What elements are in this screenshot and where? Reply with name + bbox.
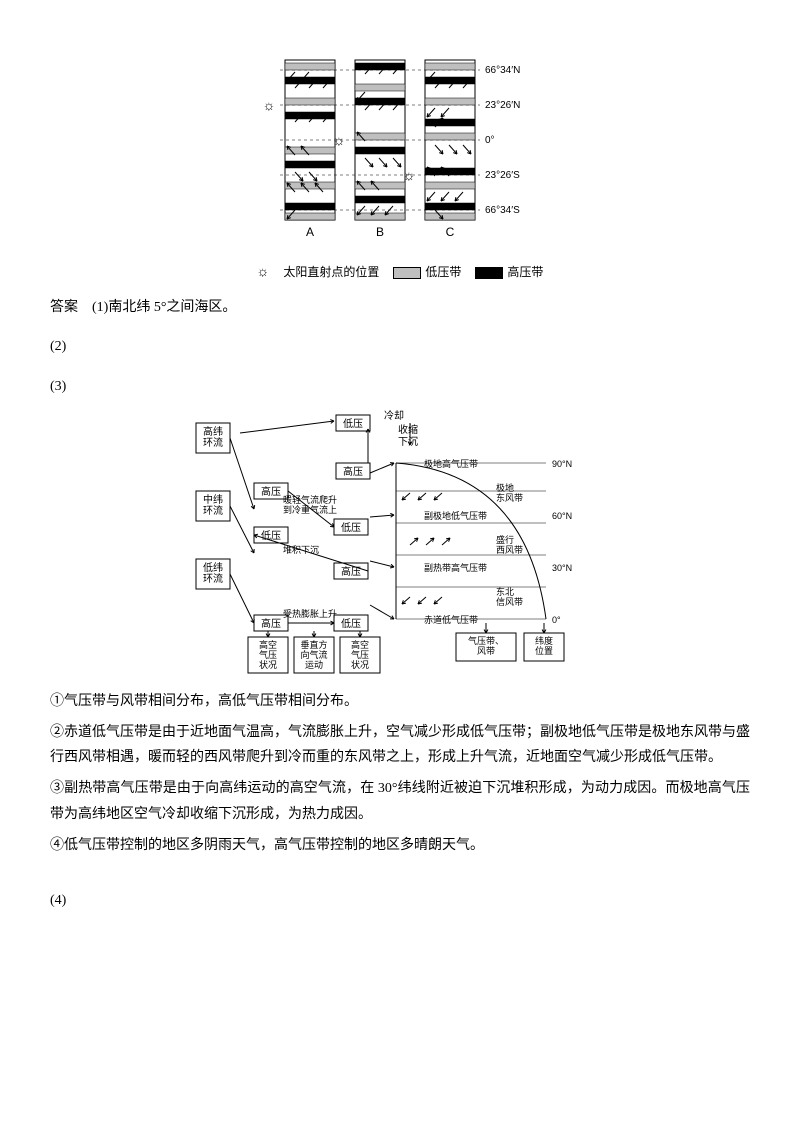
svg-text:极地东风带: 极地东风带	[496, 482, 523, 503]
svg-text:下沉: 下沉	[398, 435, 418, 448]
svg-text:90°N: 90°N	[552, 459, 572, 469]
svg-text:高空气压状况: 高空气压状况	[351, 639, 369, 670]
svg-text:☼: ☼	[333, 132, 346, 148]
svg-text:高压: 高压	[341, 565, 361, 578]
svg-text:60°N: 60°N	[552, 511, 572, 521]
svg-text:收缩: 收缩	[398, 423, 418, 436]
svg-text:☼: ☼	[263, 97, 276, 113]
svg-text:冷却: 冷却	[384, 409, 404, 422]
svg-text:高压: 高压	[261, 485, 281, 498]
svg-text:低纬环流: 低纬环流	[203, 561, 223, 585]
question-2: (2)	[50, 334, 750, 359]
svg-text:A: A	[306, 225, 314, 239]
svg-text:垂直方向气流运动: 垂直方向气流运动	[300, 639, 327, 670]
svg-text:东北信风带: 东北信风带	[496, 586, 523, 607]
svg-text:低压: 低压	[341, 617, 361, 630]
legend-low: 低压带	[393, 262, 461, 284]
para-3: ③副热带高气压带是由于向高纬运动的高空气流，在 30°纬线附近被迫下沉堆积形成，…	[50, 776, 750, 826]
svg-text:☼: ☼	[403, 167, 416, 183]
svg-text:堆积下沉: 堆积下沉	[283, 544, 319, 555]
svg-text:副极地低气压带: 副极地低气压带	[424, 510, 487, 521]
para-1: ①气压带与风带相间分布，高低气压带相间分布。	[50, 689, 750, 714]
svg-text:受热膨胀上升: 受热膨胀上升	[283, 608, 337, 619]
svg-text:副热带高气压带: 副热带高气压带	[424, 562, 487, 573]
svg-text:高压: 高压	[261, 617, 281, 630]
diagram2-svg: 高纬环流中纬环流低纬环流低压冷却收缩下沉高压高压低压暖轻气流爬升到冷重气流上高压…	[190, 409, 610, 679]
legend-low-label: 低压带	[425, 265, 461, 279]
svg-text:赤道低气压带: 赤道低气压带	[424, 614, 478, 625]
svg-text:极地高气压带: 极地高气压带	[424, 458, 478, 469]
svg-text:0°: 0°	[485, 135, 495, 146]
svg-text:高空气压状况: 高空气压状况	[259, 639, 277, 670]
svg-text:B: B	[376, 225, 384, 239]
legend-sun-label: 太阳直射点的位置	[283, 262, 379, 284]
svg-text:低压: 低压	[343, 417, 363, 430]
para-4: ④低气压带控制的地区多阴雨天气，高气压带控制的地区多晴朗天气。	[50, 833, 750, 858]
svg-text:66°34′N: 66°34′N	[485, 65, 520, 76]
svg-text:暖轻气流爬升到冷重气流上: 暖轻气流爬升到冷重气流上	[283, 494, 337, 515]
svg-text:C: C	[446, 225, 455, 239]
sun-icon: ☼	[257, 260, 270, 285]
figure-2: 高纬环流中纬环流低纬环流低压冷却收缩下沉高压高压低压暖轻气流爬升到冷重气流上高压…	[50, 409, 750, 679]
svg-text:23°26′N: 23°26′N	[485, 100, 520, 111]
svg-text:30°N: 30°N	[552, 563, 572, 573]
svg-text:盛行西风带: 盛行西风带	[496, 534, 523, 555]
svg-text:纬度位置: 纬度位置	[535, 635, 553, 656]
legend-high-label: 高压带	[507, 265, 543, 279]
chart1-svg: 66°34′N 23°26′N 0° 23°26′S 66°34′S A B C ☼ ☼ ☼	[255, 50, 545, 250]
svg-text:高纬环流: 高纬环流	[203, 425, 223, 449]
para-2: ②赤道低气压带是由于近地面气温高，气流膨胀上升，空气减少形成低气压带；副极地低气…	[50, 720, 750, 770]
answer-1-prefix: 答案 (1)	[50, 300, 108, 315]
svg-text:中纬环流: 中纬环流	[203, 493, 223, 517]
svg-text:高压: 高压	[343, 465, 363, 478]
question-4: (4)	[50, 888, 750, 913]
figure-1: 66°34′N 23°26′N 0° 23°26′S 66°34′S A B C ☼ ☼ ☼	[50, 50, 750, 250]
svg-text:0°: 0°	[552, 615, 561, 625]
svg-text:低压: 低压	[341, 521, 361, 534]
answer-1: 答案 (1)南北纬 5°之间海区。	[50, 295, 750, 320]
svg-text:23°26′S: 23°26′S	[485, 170, 520, 181]
svg-text:气压带、风带: 气压带、风带	[468, 635, 504, 656]
question-3: (3)	[50, 374, 750, 399]
chart1-legend: ☼ 太阳直射点的位置 低压带 高压带	[50, 260, 750, 285]
svg-text:66°34′S: 66°34′S	[485, 205, 520, 216]
legend-high: 高压带	[475, 262, 543, 284]
answer-1-text: 南北纬 5°之间海区。	[108, 300, 236, 315]
